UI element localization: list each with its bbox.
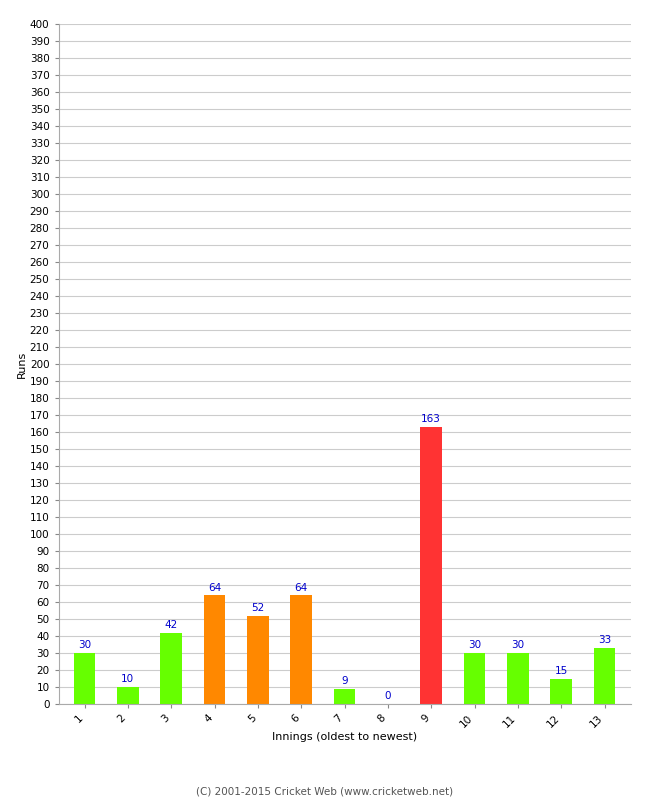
Text: (C) 2001-2015 Cricket Web (www.cricketweb.net): (C) 2001-2015 Cricket Web (www.cricketwe… xyxy=(196,786,454,796)
Bar xyxy=(291,595,312,704)
Text: 42: 42 xyxy=(164,620,178,630)
Bar xyxy=(203,595,226,704)
Text: 15: 15 xyxy=(554,666,568,676)
Bar xyxy=(161,633,182,704)
Bar xyxy=(73,653,96,704)
Bar xyxy=(421,427,442,704)
Text: 30: 30 xyxy=(78,641,91,650)
Text: 0: 0 xyxy=(385,691,391,702)
Text: 64: 64 xyxy=(208,582,221,593)
Bar xyxy=(333,689,356,704)
Bar xyxy=(463,653,486,704)
Text: 64: 64 xyxy=(294,582,308,593)
Y-axis label: Runs: Runs xyxy=(17,350,27,378)
Bar xyxy=(593,648,616,704)
Bar xyxy=(507,653,528,704)
Text: 10: 10 xyxy=(122,674,135,685)
Text: 30: 30 xyxy=(468,641,481,650)
Bar xyxy=(247,616,268,704)
Text: 30: 30 xyxy=(512,641,525,650)
Text: 163: 163 xyxy=(421,414,441,424)
Text: 52: 52 xyxy=(251,603,265,613)
Bar xyxy=(551,678,572,704)
Bar xyxy=(117,687,138,704)
X-axis label: Innings (oldest to newest): Innings (oldest to newest) xyxy=(272,732,417,742)
Text: 9: 9 xyxy=(341,676,348,686)
Text: 33: 33 xyxy=(598,635,611,646)
